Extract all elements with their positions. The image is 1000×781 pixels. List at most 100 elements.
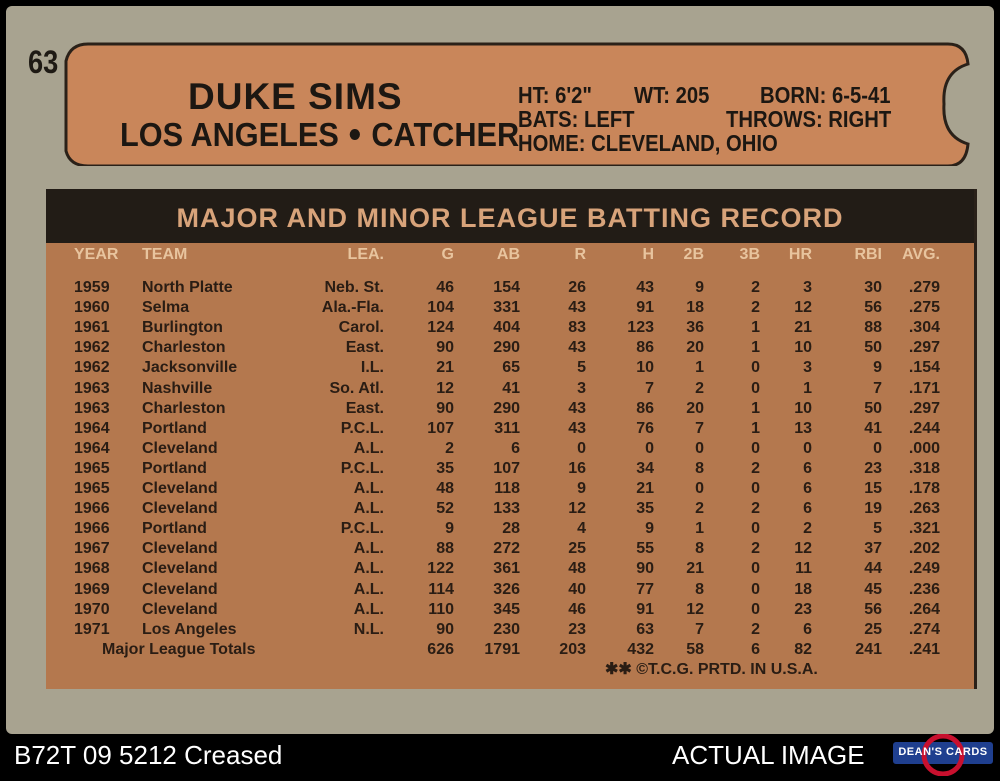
cell-doubles: 8 [695,459,704,477]
cell-games: 52 [436,500,454,518]
cell-at-bats: 65 [502,359,520,377]
header-team: TEAM [142,246,188,263]
cell-year: 1967 [74,540,110,558]
cell-team: Cleveland [142,600,218,618]
cell-year: 1962 [74,339,110,357]
cell-doubles: 2 [695,500,704,518]
table-row: 1965 Portland P.C.L. 35 107 16 34 8 2 6 23 .318 [46,460,974,480]
header-triples: 3B [739,246,760,263]
cell-doubles: 7 [695,620,704,638]
cell-rbi: 30 [864,279,882,296]
cell-home-runs: 10 [794,339,812,357]
cell-games: 104 [427,299,454,317]
cell-year: 1966 [74,500,110,518]
cell-rbi: 56 [864,600,882,618]
cell-team: Cleveland [142,580,218,598]
cell-triples: 0 [751,560,760,578]
cell-year: 1966 [74,520,110,538]
actual-image-label: ACTUAL IMAGE [672,740,865,770]
cell-hits: 90 [636,560,654,578]
table-row: 1966 Cleveland A.L. 52 133 12 35 2 2 6 19 .263 [46,500,974,520]
cell-runs: 26 [568,279,586,296]
total-games: 626 [427,640,454,658]
cell-hits: 123 [627,319,654,337]
cell-team: Selma [142,299,190,317]
cell-avg: .274 [908,620,940,638]
cell-team: Portland [142,419,207,437]
cell-hits: 35 [636,500,654,518]
total-avg: .241 [908,640,940,658]
cell-triples: 2 [751,620,760,638]
cell-avg: .202 [908,540,940,558]
cell-hits: 76 [636,419,654,437]
cell-triples: 1 [751,339,760,357]
cell-doubles: 20 [686,399,704,417]
cell-league: P.C.L. [340,459,384,477]
cell-rbi: 50 [864,339,882,357]
cell-runs: 48 [568,560,586,578]
cell-avg: .279 [908,279,940,296]
cell-home-runs: 12 [794,540,812,558]
header-runs: R [574,246,586,263]
cell-at-bats: 133 [493,500,520,518]
table-row: 1964 Cleveland A.L. 2 6 0 0 0 0 0 0 .000 [46,440,974,460]
cell-runs: 9 [577,480,586,497]
cell-at-bats: 290 [493,339,520,357]
cell-hits: 55 [636,540,654,558]
table-row: 1968 Cleveland A.L. 122 361 48 90 21 0 11 44 .249 [46,560,974,580]
cell-home-runs: 23 [794,600,812,618]
header-year: YEAR [74,246,119,263]
header-league: LEA. [347,246,384,263]
cell-games: 114 [428,580,454,598]
cell-doubles: 36 [686,319,704,337]
cell-avg: .000 [908,439,940,457]
cell-avg: .178 [908,480,940,497]
cell-team: Cleveland [142,480,218,497]
cell-runs: 23 [568,620,586,638]
header-hits: H [642,246,654,263]
cell-triples: 0 [751,600,760,618]
cell-games: 2 [445,439,454,457]
cell-runs: 43 [568,399,586,417]
table-row: 1960 Selma Ala.-Fla. 104 331 43 91 18 2 12 56 .275 [46,299,974,319]
cell-doubles: 12 [686,600,704,618]
cell-runs: 3 [577,379,586,397]
cell-doubles: 1 [695,359,704,377]
cell-runs: 4 [577,520,586,538]
cell-hits: 10 [636,359,654,377]
cell-runs: 43 [568,419,586,437]
cell-team: Charleston [142,339,226,357]
cell-runs: 43 [568,299,586,317]
cell-rbi: 7 [873,379,882,397]
cell-year: 1961 [74,319,110,337]
cell-games: 21 [436,359,454,377]
cell-at-bats: 230 [493,620,520,638]
cell-runs: 83 [568,319,586,337]
cell-avg: .321 [908,520,940,538]
cell-home-runs: 13 [794,419,812,437]
stats-title-bar: MAJOR AND MINOR LEAGUE BATTING RECORD [46,189,974,243]
cell-triples: 2 [751,540,760,558]
cell-team: Nashville [142,379,213,397]
cell-home-runs: 21 [794,319,812,337]
logo-text: DEAN'S CARDS [898,746,988,758]
cell-games: 110 [428,600,454,618]
cell-hits: 77 [636,580,654,598]
cell-doubles: 0 [695,439,704,457]
cell-runs: 46 [568,600,586,618]
cell-home-runs: 6 [803,620,812,638]
cell-year: 1963 [74,399,110,417]
listing-caption: B72T 09 5212 Creased [14,740,283,770]
cell-year: 1965 [74,459,110,477]
cell-rbi: 15 [864,480,882,497]
position: CATCHER [371,116,520,153]
header-games: G [441,246,454,263]
deans-cards-logo: DEAN'S CARDS [893,733,993,777]
cell-avg: .297 [908,339,940,357]
bats: BATS: LEFT [518,106,635,132]
cell-at-bats: 290 [493,399,520,417]
header-banner [46,42,974,190]
cell-league: P.C.L. [340,520,384,538]
cell-runs: 40 [568,580,586,598]
table-row: 1962 Charleston East. 90 290 43 86 20 1 10 50 .297 [46,339,974,359]
